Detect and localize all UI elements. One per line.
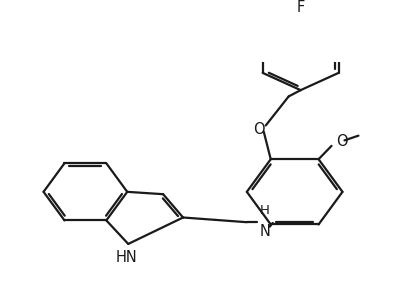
Text: N: N (260, 224, 270, 239)
Text: O: O (253, 122, 265, 137)
Text: F: F (297, 0, 305, 15)
Text: HN: HN (115, 250, 137, 265)
Text: H: H (260, 205, 270, 217)
Text: O: O (337, 134, 348, 149)
